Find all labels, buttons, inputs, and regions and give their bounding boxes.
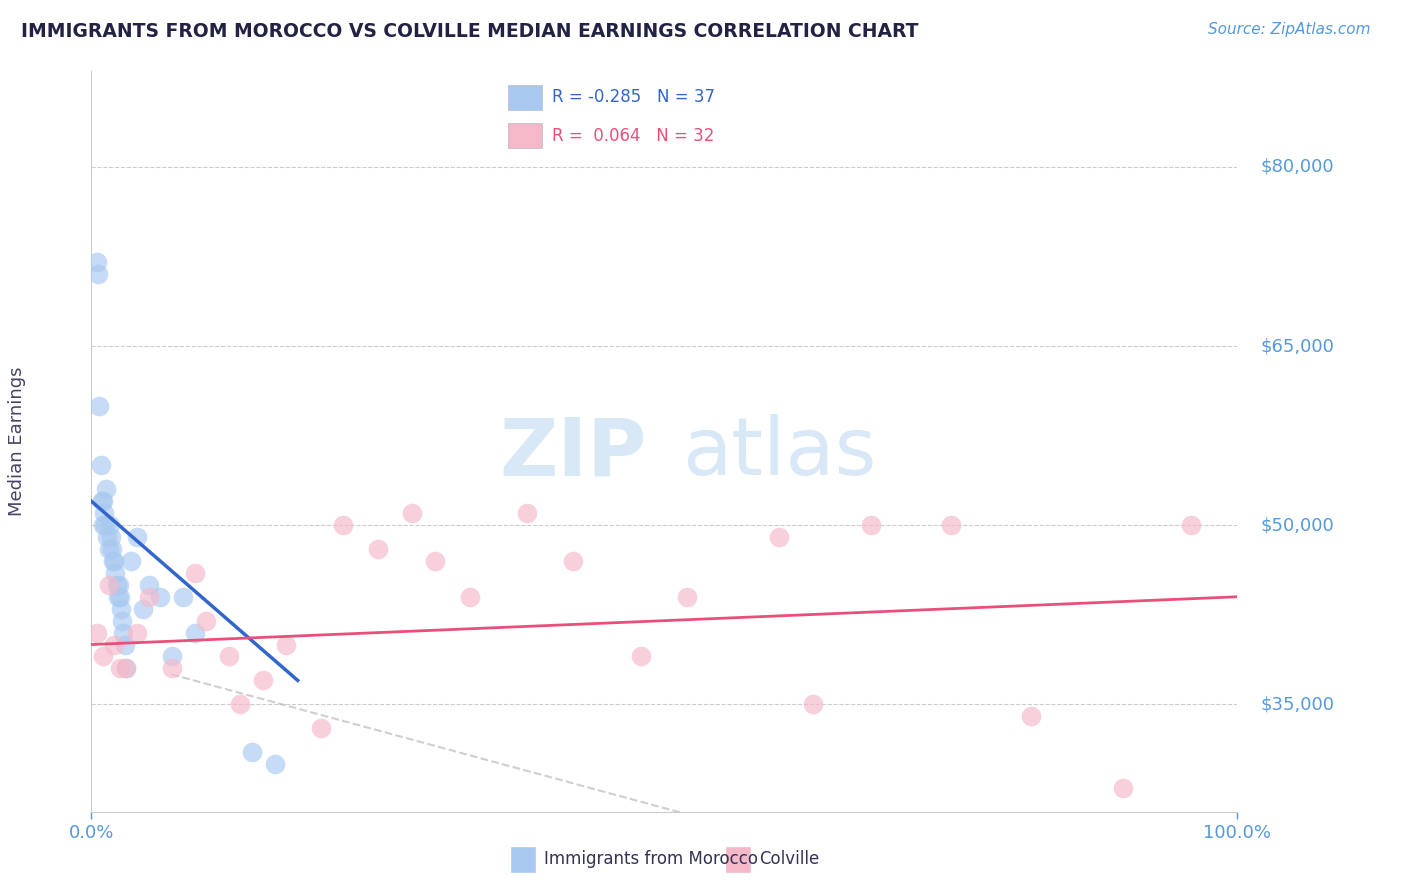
- Text: $65,000: $65,000: [1260, 337, 1334, 355]
- Text: $50,000: $50,000: [1260, 516, 1334, 534]
- Point: [194, 614, 217, 628]
- Point: [108, 578, 131, 592]
- Text: ZIP: ZIP: [499, 415, 647, 492]
- Point: [114, 661, 136, 675]
- Point: [105, 578, 128, 592]
- Text: IMMIGRANTS FROM MOROCCO VS COLVILLE MEDIAN EARNINGS CORRELATION CHART: IMMIGRANTS FROM MOROCCO VS COLVILLE MEDI…: [21, 22, 918, 41]
- Text: Median Earnings: Median Earnings: [8, 367, 25, 516]
- Point: [108, 661, 131, 675]
- Point: [160, 661, 183, 675]
- Point: [103, 554, 125, 568]
- Point: [276, 638, 298, 652]
- Point: [458, 590, 481, 604]
- Text: R =  0.064   N = 32: R = 0.064 N = 32: [551, 127, 714, 145]
- Point: [423, 554, 446, 568]
- Point: [90, 494, 112, 508]
- Point: [112, 625, 135, 640]
- Text: atlas: atlas: [682, 415, 876, 492]
- Point: [676, 590, 699, 604]
- Point: [332, 518, 354, 533]
- Point: [939, 518, 962, 533]
- Point: [97, 578, 120, 592]
- Point: [183, 566, 205, 580]
- Text: $35,000: $35,000: [1260, 695, 1334, 714]
- Point: [172, 590, 194, 604]
- Point: [114, 661, 136, 675]
- Text: R = -0.285   N = 37: R = -0.285 N = 37: [551, 88, 714, 106]
- Point: [107, 590, 129, 604]
- Point: [100, 530, 122, 544]
- Point: [516, 506, 538, 520]
- Point: [263, 756, 285, 771]
- Point: [229, 698, 252, 712]
- Point: [93, 506, 115, 520]
- Point: [127, 530, 149, 544]
- Point: [101, 541, 124, 556]
- Point: [103, 638, 125, 652]
- Point: [86, 255, 108, 269]
- Point: [101, 554, 124, 568]
- Point: [108, 590, 131, 604]
- Point: [111, 614, 134, 628]
- Point: [91, 649, 114, 664]
- FancyBboxPatch shape: [509, 85, 543, 110]
- Point: [90, 458, 112, 473]
- Point: [240, 745, 263, 759]
- Point: [1180, 518, 1202, 533]
- Point: [87, 268, 110, 282]
- FancyBboxPatch shape: [509, 123, 543, 148]
- Text: Source: ZipAtlas.com: Source: ZipAtlas.com: [1208, 22, 1371, 37]
- Point: [859, 518, 882, 533]
- Point: [1111, 780, 1133, 795]
- Text: Immigrants from Morocco: Immigrants from Morocco: [544, 849, 758, 868]
- Point: [132, 601, 155, 615]
- Point: [104, 566, 127, 580]
- Point: [138, 578, 160, 592]
- Point: [91, 494, 114, 508]
- Point: [89, 399, 111, 413]
- Point: [160, 649, 183, 664]
- Point: [98, 518, 121, 533]
- Point: [183, 625, 205, 640]
- Point: [97, 541, 120, 556]
- Text: Colville: Colville: [759, 849, 820, 868]
- Point: [91, 518, 114, 533]
- FancyBboxPatch shape: [510, 847, 536, 873]
- FancyBboxPatch shape: [725, 847, 751, 873]
- Point: [86, 625, 108, 640]
- Point: [114, 638, 136, 652]
- Point: [1019, 709, 1042, 723]
- Point: [367, 541, 389, 556]
- Point: [121, 554, 143, 568]
- Text: $80,000: $80,000: [1260, 158, 1334, 176]
- Point: [149, 590, 172, 604]
- Point: [138, 590, 160, 604]
- Point: [94, 518, 117, 533]
- Point: [127, 625, 149, 640]
- Point: [252, 673, 274, 688]
- Point: [768, 530, 790, 544]
- Point: [401, 506, 423, 520]
- Point: [561, 554, 583, 568]
- Point: [96, 483, 118, 497]
- Point: [309, 721, 332, 735]
- Point: [110, 601, 132, 615]
- Point: [96, 530, 118, 544]
- Point: [630, 649, 652, 664]
- Point: [801, 698, 824, 712]
- Point: [218, 649, 240, 664]
